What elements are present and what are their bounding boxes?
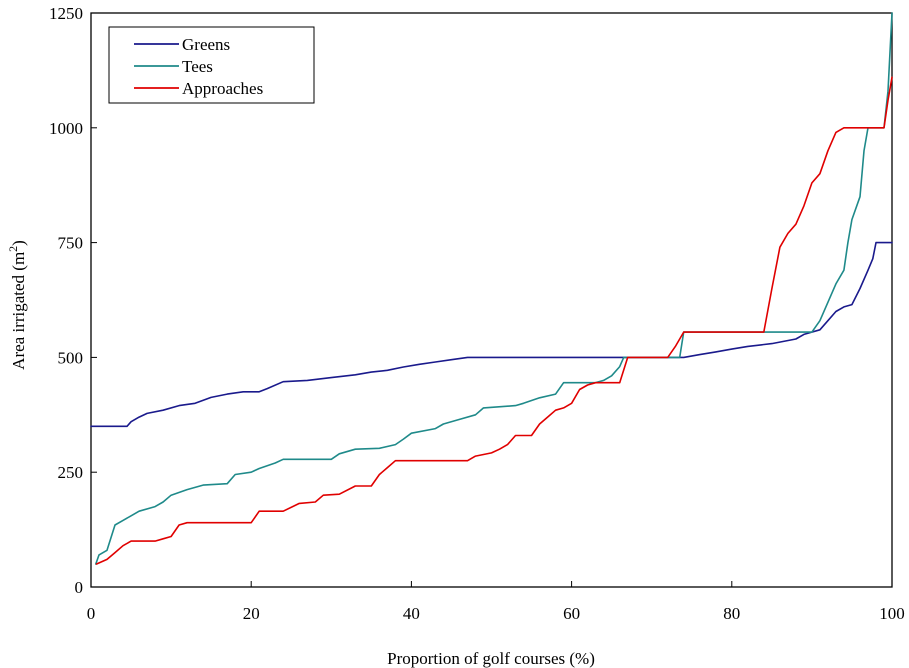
x-tick-label: 80 bbox=[723, 604, 740, 623]
y-axis-title: Area irrigated (m2) bbox=[6, 240, 28, 370]
x-axis-title: Proportion of golf courses (%) bbox=[387, 649, 595, 668]
series-line-greens bbox=[90, 241, 893, 428]
x-axis: 0 20 40 60 80 100 bbox=[87, 581, 905, 623]
legend-box bbox=[108, 26, 315, 104]
y-tick-label: 0 bbox=[75, 578, 84, 597]
y-tick-label: 250 bbox=[58, 463, 84, 482]
legend-label-tees: Tees bbox=[182, 57, 213, 76]
x-tick-label: 20 bbox=[243, 604, 260, 623]
y-axis: 0 250 500 750 1000 1250 bbox=[49, 4, 97, 597]
series-line-tees bbox=[95, 12, 893, 565]
series-layer bbox=[90, 12, 893, 565]
legend: Greens Tees Approaches bbox=[108, 26, 315, 104]
plot-frame bbox=[90, 12, 893, 588]
y-tick-label: 1250 bbox=[49, 4, 83, 23]
x-tick-label: 40 bbox=[403, 604, 420, 623]
legend-label-approaches: Approaches bbox=[182, 79, 263, 98]
series-line-approaches bbox=[95, 76, 893, 565]
x-tick-label: 100 bbox=[879, 604, 905, 623]
plot-area bbox=[90, 12, 893, 588]
y-tick-label: 750 bbox=[58, 234, 84, 253]
y-tick-label: 500 bbox=[58, 348, 84, 367]
y-tick-label: 1000 bbox=[49, 119, 83, 138]
x-tick-label: 0 bbox=[87, 604, 96, 623]
y-axis-title-superscript: 2 bbox=[6, 246, 20, 252]
x-tick-label: 60 bbox=[563, 604, 580, 623]
legend-label-greens: Greens bbox=[182, 35, 230, 54]
